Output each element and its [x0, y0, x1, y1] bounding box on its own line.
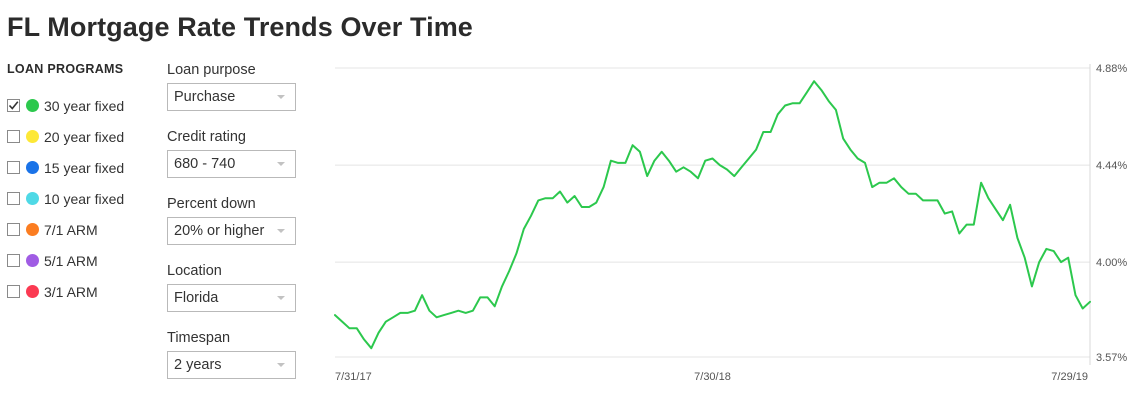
loan-program-label: 30 year fixed	[44, 97, 125, 114]
loan-programs-heading: LOAN PROGRAMS	[7, 62, 124, 76]
loan-program-checkbox[interactable]	[7, 254, 20, 267]
loan-program-label: 5/1 ARM	[44, 252, 98, 269]
timespan-select[interactable]: 2 years	[167, 351, 296, 379]
select-value: 20% or higher	[174, 223, 265, 239]
loan-program-label: 7/1 ARM	[44, 221, 98, 238]
filter-label: Credit rating	[167, 129, 246, 145]
series-color-dot	[26, 192, 39, 205]
filters-panel: Loan purpose Purchase Credit rating 680 - 7…	[167, 62, 297, 397]
location-select[interactable]: Florida	[167, 284, 296, 312]
loan-program-7-1-arm[interactable]: 7/1 ARM	[7, 214, 157, 245]
select-value: 680 - 740	[174, 156, 236, 172]
credit-rating-select[interactable]: 680 - 740	[167, 150, 296, 178]
page-title: FL Mortgage Rate Trends Over Time	[7, 12, 473, 42]
filter-loan-purpose: Loan purpose Purchase	[167, 62, 297, 129]
loan-program-3-1-arm[interactable]: 3/1 ARM	[7, 276, 157, 307]
loan-program-15-year-fixed[interactable]: 15 year fixed	[7, 152, 157, 183]
filter-location: Location Florida	[167, 263, 297, 330]
loan-programs-panel: LOAN PROGRAMS 30 year fixed 20 year fixed…	[7, 62, 157, 307]
loan-program-checkbox[interactable]	[7, 192, 20, 205]
loan-purpose-select[interactable]: Purchase	[167, 83, 296, 111]
loan-program-checkbox[interactable]	[7, 161, 20, 174]
chevron-down-icon	[277, 296, 285, 300]
x-tick-label: 7/31/17	[335, 371, 372, 383]
filter-label: Percent down	[167, 196, 256, 212]
x-tick-label: 7/29/19	[1051, 371, 1088, 383]
filter-credit-rating: Credit rating 680 - 740	[167, 129, 297, 196]
loan-program-20-year-fixed[interactable]: 20 year fixed	[7, 121, 157, 152]
series-color-dot	[26, 285, 39, 298]
percent-down-select[interactable]: 20% or higher	[167, 217, 296, 245]
loan-program-label: 10 year fixed	[44, 190, 125, 207]
filter-label: Timespan	[167, 330, 231, 346]
filter-label: Loan purpose	[167, 62, 256, 78]
loan-program-label: 20 year fixed	[44, 128, 125, 145]
series-color-dot	[26, 130, 39, 143]
loan-program-checkbox[interactable]	[7, 99, 20, 112]
filter-percent-down: Percent down 20% or higher	[167, 196, 297, 263]
y-tick-label: 4.88%	[1096, 63, 1127, 75]
loan-program-checkbox[interactable]	[7, 285, 20, 298]
chevron-down-icon	[277, 229, 285, 233]
loan-program-5-1-arm[interactable]: 5/1 ARM	[7, 245, 157, 276]
loan-program-label: 15 year fixed	[44, 159, 125, 176]
chevron-down-icon	[277, 162, 285, 166]
series-color-dot	[26, 161, 39, 174]
series-line-30-year-fixed	[334, 80, 1091, 350]
select-value: Purchase	[174, 89, 236, 105]
series-color-dot	[26, 223, 39, 236]
loan-program-10-year-fixed[interactable]: 10 year fixed	[7, 183, 157, 214]
y-tick-label: 3.57%	[1096, 352, 1127, 364]
y-tick-label: 4.00%	[1096, 257, 1127, 269]
y-tick-label: 4.44%	[1096, 160, 1127, 172]
checkmark-icon	[8, 101, 19, 110]
filter-timespan: Timespan 2 years	[167, 330, 297, 397]
x-tick-label: 7/30/18	[694, 371, 731, 383]
series-color-dot	[26, 99, 39, 112]
filter-label: Location	[167, 263, 222, 279]
chevron-down-icon	[277, 363, 285, 367]
select-value: 2 years	[174, 357, 222, 373]
rate-trend-chart: 4.88% 4.44% 4.00% 3.57% 7/31/17 7/30/18 7/29/1…	[334, 63, 1127, 383]
select-value: Florida	[174, 290, 219, 306]
loan-program-checkbox[interactable]	[7, 223, 20, 236]
loan-program-checkbox[interactable]	[7, 130, 20, 143]
loan-programs-list: 30 year fixed 20 year fixed 15 year fixed 1…	[7, 90, 157, 307]
series-color-dot	[26, 254, 39, 267]
loan-program-label: 3/1 ARM	[44, 283, 98, 300]
chevron-down-icon	[277, 95, 285, 99]
loan-program-30-year-fixed[interactable]: 30 year fixed	[7, 90, 157, 121]
